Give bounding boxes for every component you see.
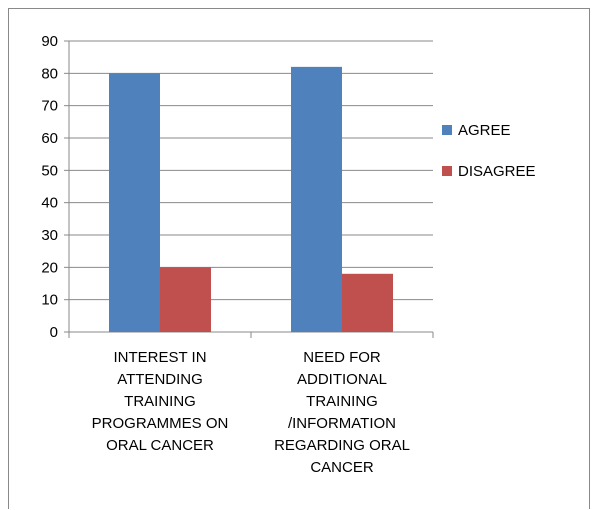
y-tick-label: 40: [41, 195, 58, 212]
y-tick-label: 0: [50, 324, 58, 341]
y-tick-label: 80: [41, 65, 58, 82]
chart-frame: [8, 8, 590, 509]
y-tick-label: 90: [41, 33, 58, 50]
y-tick-label: 50: [41, 162, 58, 179]
y-tick-label: 10: [41, 292, 58, 309]
x-category-label: INTEREST IN: [113, 349, 206, 366]
y-tick-label: 20: [41, 259, 58, 276]
x-category-label: REGARDING ORAL: [274, 437, 410, 454]
legend-label-agree: AGREE: [458, 122, 511, 139]
x-category-label: ATTENDING: [117, 371, 203, 388]
x-category-label: ADDITIONAL: [297, 371, 387, 388]
x-category-label: PROGRAMMES ON: [92, 415, 229, 432]
legend-swatch-agree: [442, 125, 452, 135]
x-category-label: ORAL CANCER: [106, 437, 214, 454]
bar-agree-1: [291, 66, 342, 332]
y-tick-label: 30: [41, 227, 58, 244]
x-category-label: TRAINING: [124, 393, 196, 410]
x-category-label: /INFORMATION: [288, 415, 396, 432]
bar-disagree-0: [160, 267, 211, 332]
y-tick-label: 70: [41, 98, 58, 115]
bar-disagree-1: [342, 273, 393, 332]
legend-swatch-disagree: [442, 166, 452, 176]
x-category-label: CANCER: [310, 459, 374, 476]
y-tick-label: 60: [41, 130, 58, 147]
bar-agree-0: [109, 73, 160, 332]
x-category-label: NEED FOR: [303, 349, 381, 366]
legend-label-disagree: DISAGREE: [458, 163, 536, 180]
x-category-label: TRAINING: [306, 393, 378, 410]
